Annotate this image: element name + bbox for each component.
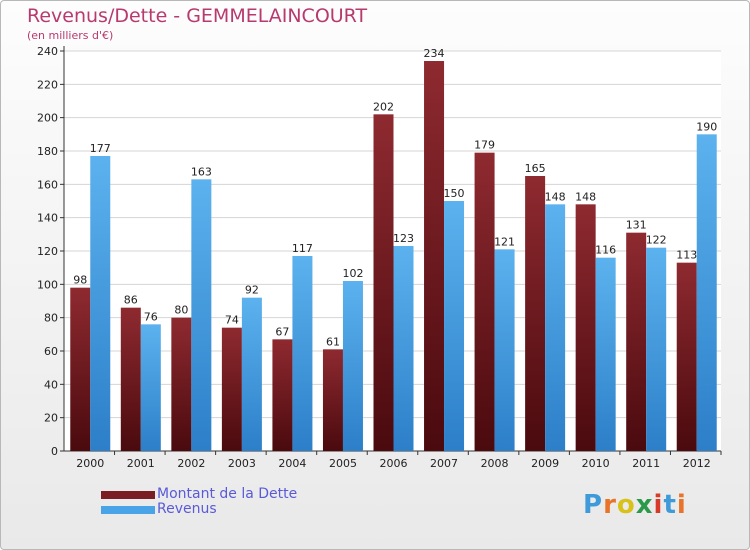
data-label-revenus: 163: [191, 165, 212, 178]
x-tick-label: 2007: [430, 457, 458, 470]
data-label-dette: 98: [73, 274, 87, 287]
data-label-dette: 148: [575, 190, 596, 203]
bar-revenus: [90, 156, 111, 451]
bar-dette: [221, 327, 242, 451]
data-label-revenus: 122: [646, 234, 667, 247]
logo-letter: i: [653, 490, 664, 520]
bar-revenus: [140, 324, 161, 451]
x-tick-label: 2005: [329, 457, 357, 470]
bar-dette: [272, 339, 293, 451]
bar-dette: [70, 287, 91, 451]
y-tick-label: 140: [37, 212, 58, 225]
data-label-revenus: 92: [245, 284, 259, 297]
logo-letter: r: [603, 490, 617, 520]
bar-dette: [525, 176, 546, 451]
legend-label-revenus: Revenus: [157, 501, 217, 517]
y-tick-label: 100: [37, 278, 58, 291]
bar-revenus: [595, 257, 616, 451]
bar-dette: [626, 232, 647, 451]
data-label-dette: 202: [373, 100, 394, 113]
y-tick-label: 220: [37, 78, 58, 91]
x-tick-label: 2009: [531, 457, 559, 470]
bar-revenus: [241, 297, 262, 451]
proxiti-logo: Proxiti: [583, 490, 687, 520]
data-label-revenus: 123: [393, 232, 414, 245]
bar-revenus: [494, 249, 515, 451]
logo-letter: i: [676, 490, 687, 520]
bar-dette: [575, 204, 596, 451]
bar-dette: [322, 349, 343, 451]
bar-revenus: [191, 179, 212, 452]
y-tick-label: 40: [44, 378, 58, 391]
data-label-revenus: 190: [696, 120, 717, 133]
y-tick-label: 80: [44, 312, 58, 325]
data-label-dette: 80: [174, 304, 188, 317]
y-tick-label: 180: [37, 145, 58, 158]
legend-swatch-revenus: [101, 505, 155, 514]
bar-dette: [474, 152, 495, 451]
bar-revenus: [292, 256, 313, 451]
bar-revenus: [393, 246, 414, 451]
data-label-revenus: 117: [292, 242, 313, 255]
data-label-dette: 86: [124, 294, 138, 307]
x-tick-label: 2001: [127, 457, 155, 470]
legend-item-revenus: Revenus: [101, 502, 297, 517]
data-label-revenus: 116: [595, 244, 616, 257]
bar-dette: [676, 262, 697, 451]
bar-dette: [373, 114, 394, 451]
x-tick-label: 2012: [683, 457, 711, 470]
data-label-dette: 113: [676, 249, 697, 262]
x-tick-label: 2006: [380, 457, 408, 470]
y-tick-label: 0: [51, 445, 58, 458]
chart-title: Revenus/Dette - GEMMELAINCOURT: [27, 5, 368, 27]
bar-dette: [120, 307, 141, 451]
logo-letter: t: [663, 490, 677, 520]
x-tick-label: 2011: [632, 457, 660, 470]
legend-label-dette: Montant de la Dette: [157, 486, 298, 502]
x-tick-label: 2010: [582, 457, 610, 470]
data-label-revenus: 177: [90, 142, 111, 155]
legend-swatch-dette: [101, 490, 155, 499]
logo-letter: o: [616, 490, 636, 520]
bar-revenus: [696, 134, 717, 452]
y-tick-label: 120: [37, 245, 58, 258]
legend-item-dette: Montant de la Dette: [101, 487, 297, 502]
data-label-revenus: 148: [545, 190, 566, 203]
data-label-dette: 179: [474, 139, 495, 152]
data-label-dette: 61: [326, 335, 340, 348]
data-label-revenus: 121: [494, 235, 515, 248]
bar-revenus: [545, 204, 566, 451]
y-tick-label: 20: [44, 412, 58, 425]
legend: Montant de la Dette Revenus: [101, 487, 297, 517]
y-tick-label: 160: [37, 178, 58, 191]
logo-letter: x: [635, 490, 654, 520]
data-label-dette: 131: [626, 219, 647, 232]
bar-dette: [424, 61, 445, 451]
y-tick-label: 60: [44, 345, 58, 358]
data-label-revenus: 76: [144, 310, 158, 323]
chart-subtitle: (en milliers d'€): [27, 29, 114, 42]
x-tick-label: 2002: [177, 457, 205, 470]
bar-dette: [171, 317, 192, 451]
bar-revenus: [646, 247, 667, 451]
data-label-dette: 165: [525, 162, 546, 175]
data-label-dette: 67: [275, 325, 289, 338]
bar-revenus: [342, 281, 363, 451]
bar-revenus: [444, 201, 465, 451]
y-tick-label: 240: [37, 45, 58, 58]
x-tick-label: 2008: [481, 457, 509, 470]
data-label-revenus: 102: [342, 267, 363, 280]
logo-letter: P: [583, 490, 604, 520]
data-label-dette: 234: [424, 47, 445, 60]
x-tick-label: 2004: [278, 457, 306, 470]
y-tick-label: 200: [37, 112, 58, 125]
data-label-dette: 74: [225, 314, 239, 327]
data-label-revenus: 150: [444, 187, 465, 200]
x-tick-label: 2000: [76, 457, 104, 470]
x-tick-label: 2003: [228, 457, 256, 470]
